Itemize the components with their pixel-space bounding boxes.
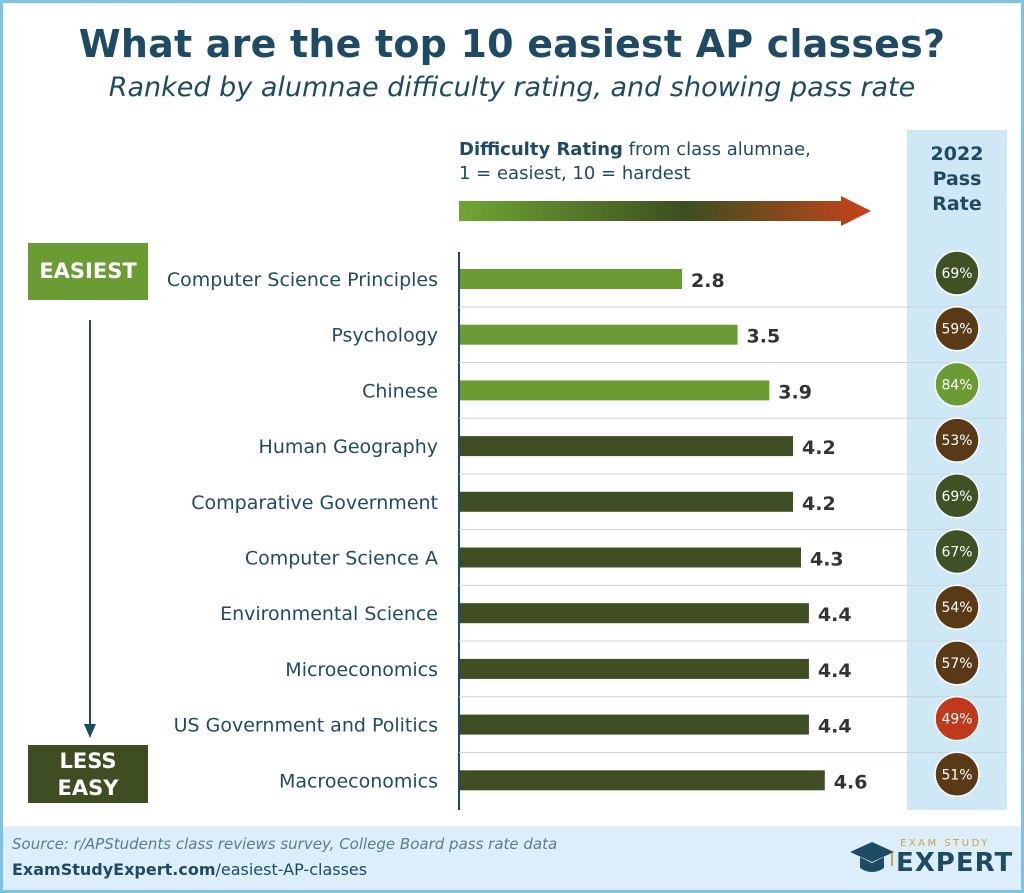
page-title: What are the top 10 easiest AP classes? <box>78 22 946 66</box>
pass-rate-circle <box>934 473 980 519</box>
pass-rate-circle <box>934 751 980 798</box>
site-path: /easiest-AP-classes <box>215 860 368 879</box>
pass-rate-label: 53% <box>941 433 972 449</box>
pass-rate-header: 2022 Pass Rate <box>907 142 1007 217</box>
pass-rate-label: 84% <box>941 377 972 393</box>
value-label: 4.4 <box>818 660 852 682</box>
difficulty-legend-bold: Difficulty Rating <box>459 139 623 160</box>
down-arrow-icon <box>84 320 96 738</box>
graduation-cap-icon <box>850 842 894 872</box>
source-note: Source: r/APStudents class reviews surve… <box>12 835 558 853</box>
pass-header-line2: Pass <box>932 168 982 190</box>
site-domain: ExamStudyExpert.com <box>12 860 216 879</box>
logo-tagline: EXAM STUDY <box>900 838 990 849</box>
bar <box>460 491 794 512</box>
less-easy-badge: LESS EASY <box>28 745 148 803</box>
pass-rate-circle <box>934 640 980 686</box>
bar <box>460 770 825 791</box>
less-easy-line1: LESS <box>59 749 117 773</box>
value-label: 4.2 <box>802 437 836 459</box>
value-label: 4.6 <box>834 771 868 793</box>
bar <box>460 603 809 624</box>
footer <box>3 826 1021 890</box>
pass-rate-circle <box>934 361 980 408</box>
pass-rate-circle <box>934 250 980 296</box>
category-label: Computer Science Principles <box>167 269 438 291</box>
difficulty-gradient-arrow <box>459 196 871 226</box>
difficulty-legend: Difficulty Rating from class alumnae, 1 … <box>459 138 811 186</box>
pass-rate-label: 67% <box>941 545 972 561</box>
pass-rate-label: 69% <box>941 266 972 282</box>
bar <box>460 436 794 457</box>
value-label: 2.8 <box>691 270 725 292</box>
pass-rate-label: 49% <box>941 712 972 728</box>
pass-rate-label: 51% <box>941 767 972 783</box>
difficulty-legend-rest: from class alumnae, <box>628 139 811 160</box>
category-label: Psychology <box>331 325 438 347</box>
pass-rate-circle <box>934 584 980 630</box>
page-subtitle: Ranked by alumnae difficulty rating, and… <box>108 72 916 103</box>
value-label: 4.2 <box>802 493 836 515</box>
pass-rate-circle <box>934 528 980 575</box>
bar <box>460 269 683 289</box>
difficulty-legend-scale: 1 = easiest, 10 = hardest <box>459 163 691 184</box>
pass-rate-label: 57% <box>941 656 972 672</box>
pass-rate-label: 54% <box>941 600 972 616</box>
bar <box>460 658 809 679</box>
category-label: Chinese <box>362 380 438 402</box>
bar <box>460 547 801 568</box>
pass-rate-label: 69% <box>941 489 972 505</box>
site-link[interactable]: ExamStudyExpert.com/easiest-AP-classes <box>12 860 367 879</box>
bar <box>460 324 738 345</box>
pass-rate-circle <box>934 417 980 463</box>
value-label: 4.3 <box>810 549 844 571</box>
less-easy-line2: EASY <box>57 776 119 800</box>
pass-rate-circle <box>934 695 980 742</box>
category-label: Microeconomics <box>285 659 438 681</box>
bar <box>460 714 809 735</box>
logo-wordmark: EXPERT <box>896 848 1014 878</box>
value-label: 3.5 <box>747 326 781 348</box>
category-label: Comparative Government <box>191 492 438 514</box>
category-label: Environmental Science <box>220 603 438 625</box>
bar <box>460 380 770 401</box>
category-label: Macroeconomics <box>279 770 438 792</box>
category-label: US Government and Politics <box>174 715 438 737</box>
category-label: Human Geography <box>259 436 438 458</box>
value-label: 4.4 <box>818 604 852 626</box>
pass-header-line3: Rate <box>932 193 982 215</box>
easiest-badge: EASIEST <box>28 243 148 300</box>
pass-rate-label: 59% <box>941 322 972 338</box>
value-label: 3.9 <box>778 381 812 403</box>
pass-header-line1: 2022 <box>930 143 984 165</box>
value-label: 4.4 <box>818 716 852 738</box>
category-label: Computer Science A <box>245 548 438 570</box>
pass-rate-circle <box>934 305 980 352</box>
